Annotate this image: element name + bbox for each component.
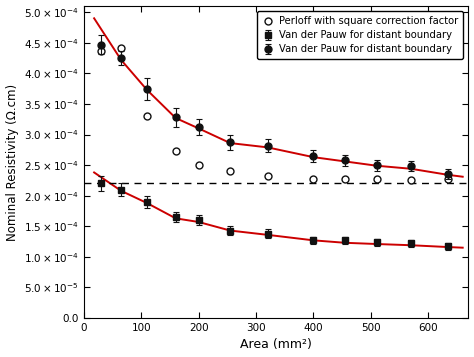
Perloff with square correction factor <box>196 163 201 167</box>
Y-axis label: Nominal Resistivity (Ω.cm): Nominal Resistivity (Ω.cm) <box>6 84 18 241</box>
Perloff with square correction factor <box>144 114 150 118</box>
Perloff with square correction factor <box>446 177 451 181</box>
Perloff with square correction factor <box>118 46 124 50</box>
Perloff with square correction factor <box>173 149 179 153</box>
Perloff with square correction factor <box>264 174 270 178</box>
Perloff with square correction factor <box>374 177 379 181</box>
Perloff with square correction factor <box>310 177 316 181</box>
Legend: Perloff with square correction factor, Van der Pauw for distant boundary, Van de: Perloff with square correction factor, V… <box>257 11 464 59</box>
Perloff with square correction factor <box>342 176 348 181</box>
X-axis label: Area (mm²): Area (mm²) <box>240 338 312 351</box>
Line: Perloff with square correction factor: Perloff with square correction factor <box>98 44 452 183</box>
Perloff with square correction factor <box>228 169 233 174</box>
Perloff with square correction factor <box>408 178 414 182</box>
Perloff with square correction factor <box>98 49 104 53</box>
